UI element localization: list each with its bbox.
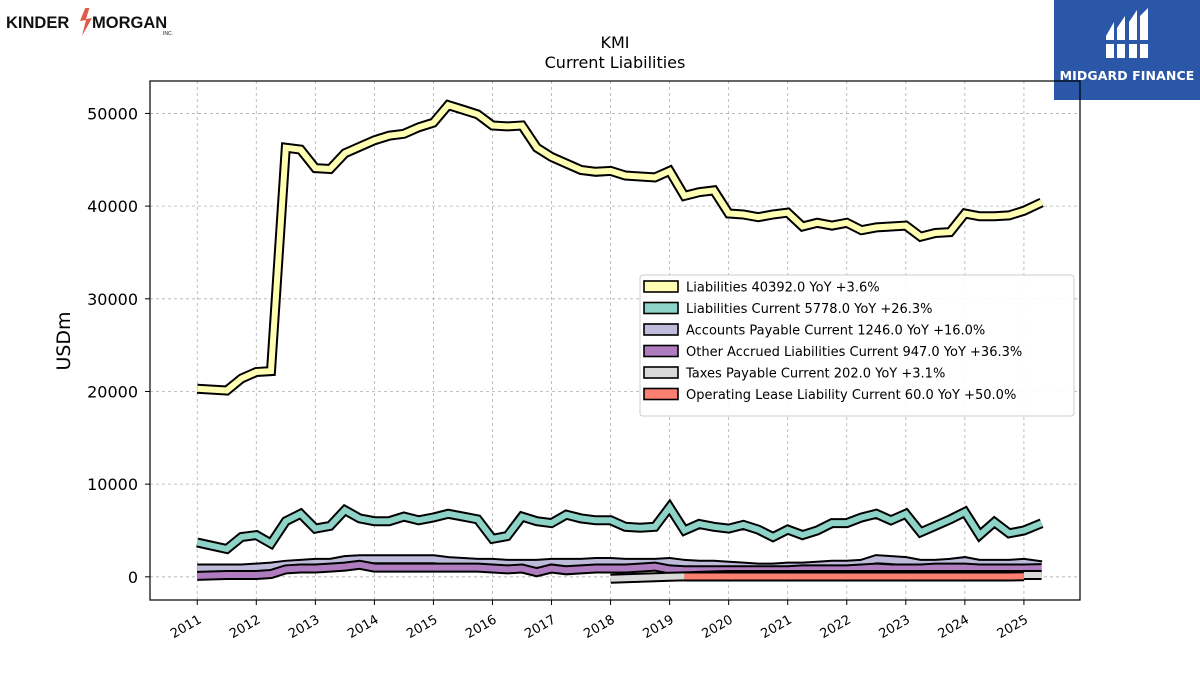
legend-swatch — [643, 323, 679, 336]
y-tick-label: 50000 — [87, 104, 138, 123]
y-tick-label: 40000 — [87, 197, 138, 216]
series-line-accounts-payable-current — [197, 556, 1043, 572]
midgard-emblem-icon — [1104, 8, 1150, 58]
logo-left-sub: INC. — [163, 31, 173, 37]
logo-left-text-b: MORGAN — [92, 14, 167, 32]
series-line-liabilities — [197, 101, 1043, 394]
legend-label: Other Accrued Liabilities Current 947.0 … — [686, 345, 1022, 360]
x-tick-label: 2014 — [345, 612, 381, 642]
kinder-morgan-logo: KINDER MORGAN INC. — [6, 6, 186, 44]
y-axis-label: USDm — [53, 311, 75, 370]
series-line-liabilities-current — [196, 502, 1043, 553]
legend-swatch — [643, 387, 679, 401]
series-layer — [196, 99, 1044, 584]
x-tick-label: 2020 — [700, 612, 736, 642]
legend: Liabilities 40392.0 YoY +3.6% Liabilities… — [639, 274, 1075, 417]
x-tick-label: 2022 — [818, 612, 854, 642]
x-tick-label: 2025 — [995, 612, 1031, 642]
logo-left-text-a: KINDER — [6, 14, 69, 32]
x-tick-label: 2023 — [877, 612, 913, 642]
y-tick-label: 10000 — [87, 475, 138, 494]
x-tick-label: 2013 — [286, 612, 322, 642]
series-line-other-accrued-liabilities-current — [197, 561, 1042, 579]
y-tick-label: 30000 — [87, 290, 138, 309]
legend-box — [639, 274, 1075, 417]
lightning-bolt-icon — [80, 6, 92, 36]
y-tick-label: 20000 — [87, 382, 138, 401]
x-tick-label: 2016 — [463, 612, 499, 642]
legend-label: Accounts Payable Current 1246.0 YoY +16.… — [686, 324, 985, 339]
logo-right-text: MIDGARD FINANCE — [1059, 68, 1195, 83]
x-tick-label: 2017 — [522, 612, 558, 642]
chart-subtitle: Current Liabilities — [545, 53, 686, 72]
legend-swatch — [643, 366, 679, 379]
x-tick-label: 2012 — [227, 612, 263, 642]
y-tick-label: 0 — [128, 568, 138, 587]
legend-label: Liabilities 40392.0 YoY +3.6% — [686, 281, 880, 296]
x-tick-label: 2021 — [759, 612, 795, 642]
legend-label: Operating Lease Liability Current 60.0 Y… — [686, 388, 1016, 403]
chart-title: KMI — [600, 33, 629, 52]
legend-label: Taxes Payable Current 202.0 YoY +3.1% — [685, 367, 945, 382]
x-tick-label: 2015 — [404, 612, 440, 642]
plot-frame — [149, 80, 1081, 601]
legend-swatch — [643, 301, 679, 315]
x-tick-label: 2019 — [640, 612, 676, 642]
x-tick-label: 2011 — [168, 612, 204, 642]
legend-label: Liabilities Current 5778.0 YoY +26.3% — [686, 302, 933, 317]
midgard-finance-logo: MIDGARD FINANCE — [1054, 0, 1200, 100]
legend-swatch — [643, 344, 679, 358]
x-tick-label: 2018 — [581, 612, 617, 642]
legend-swatch — [643, 280, 679, 293]
x-tick-label: 2024 — [936, 612, 972, 642]
